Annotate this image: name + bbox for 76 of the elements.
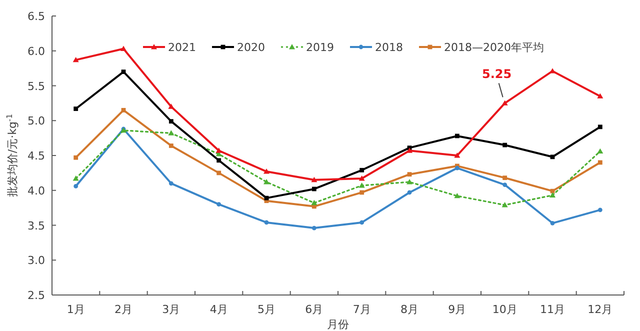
point	[502, 142, 508, 148]
legend-label: 2018	[375, 41, 403, 54]
point	[360, 168, 364, 172]
point	[598, 208, 602, 212]
point	[168, 119, 174, 124]
x-tick-label: 8月	[400, 303, 418, 316]
y-tick-label: 6.0	[28, 44, 45, 58]
y-tick-label: 3.5	[28, 219, 45, 232]
point	[312, 186, 316, 192]
point	[311, 176, 318, 182]
y-tick-label: 6.5	[28, 10, 45, 23]
x-tick-label: 5月	[258, 303, 276, 316]
x-tick-label: 12月	[588, 303, 613, 316]
point	[216, 148, 222, 153]
point	[550, 220, 555, 226]
y-tick-label: 5.0	[28, 114, 45, 128]
point	[72, 56, 79, 62]
point	[358, 182, 365, 188]
point	[74, 106, 78, 111]
point	[121, 70, 126, 74]
point	[360, 220, 364, 225]
x-tick-label: 6月	[305, 303, 324, 316]
point	[502, 176, 508, 180]
point	[312, 226, 316, 230]
point	[360, 190, 364, 195]
y-tick-label: 4.0	[28, 184, 45, 198]
point	[406, 179, 412, 184]
point	[597, 93, 604, 98]
point	[216, 170, 222, 176]
annotation: 5.25	[482, 67, 512, 82]
x-tick-label: 9月	[448, 303, 466, 316]
point	[550, 154, 555, 160]
point	[407, 190, 412, 195]
point	[454, 152, 460, 158]
point	[598, 124, 602, 130]
point	[74, 155, 78, 160]
point	[502, 100, 508, 106]
point	[121, 108, 126, 112]
legend-label: 2019	[306, 41, 334, 54]
point	[502, 202, 508, 208]
point	[72, 176, 79, 181]
point	[597, 148, 604, 154]
legend-label: 2018—2020年平均	[444, 41, 544, 54]
point	[168, 130, 174, 136]
legend-label: 2021	[168, 41, 196, 54]
point	[74, 184, 78, 188]
point	[550, 192, 556, 198]
point	[264, 179, 270, 184]
point	[358, 176, 365, 181]
point	[216, 158, 222, 163]
point	[168, 104, 174, 109]
x-tick-label: 3月	[162, 303, 180, 316]
point	[264, 168, 270, 174]
point	[120, 46, 126, 51]
x-axis-title: 月份	[327, 318, 349, 331]
y-tick-label: 5.5	[28, 80, 45, 93]
legend-label: 2020	[237, 41, 265, 54]
x-tick-label: 1月	[66, 303, 85, 316]
y-tick-label: 2.5	[28, 289, 45, 302]
point	[264, 220, 269, 225]
x-tick-label: 7月	[352, 303, 371, 316]
y-tick-label: 4.5	[28, 150, 45, 162]
point	[168, 181, 174, 186]
point	[311, 200, 318, 206]
point	[454, 192, 460, 198]
point	[216, 202, 222, 207]
point	[598, 160, 602, 165]
point	[168, 144, 174, 148]
x-tick-label: 4月	[210, 303, 228, 316]
x-tick-label: 11月	[540, 303, 565, 316]
point	[502, 182, 508, 187]
point	[407, 172, 412, 177]
y-tick-label: 3.0	[28, 254, 45, 268]
x-tick-label: 10月	[492, 303, 518, 316]
x-tick-label: 2月	[114, 303, 132, 316]
point	[454, 134, 460, 138]
